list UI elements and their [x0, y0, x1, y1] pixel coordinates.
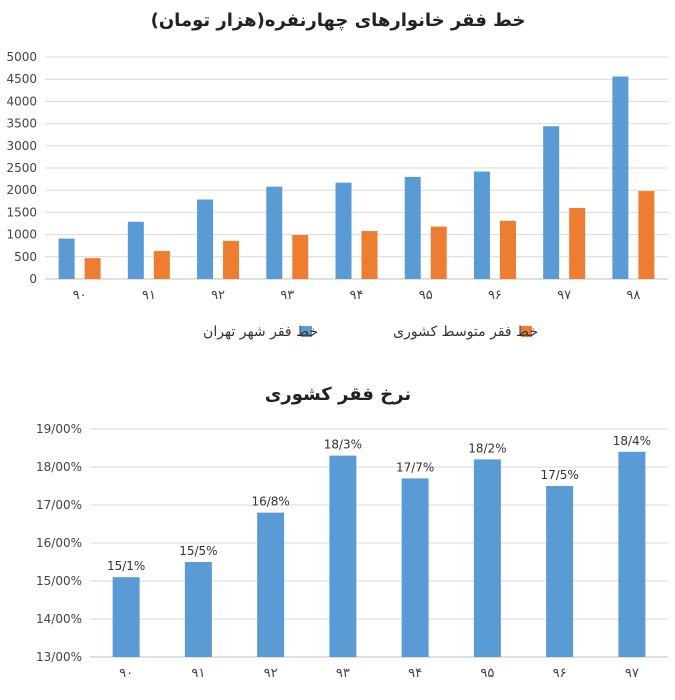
- data-label: 18/3%: [324, 438, 362, 452]
- x-tick-label: ۹۳: [280, 288, 294, 303]
- bar-series2: [430, 226, 447, 279]
- bar-series2: [361, 231, 378, 279]
- x-tick-label: ۹۸: [626, 288, 640, 303]
- legend-swatch-national: [521, 326, 532, 337]
- y-tick-label: 14/00%: [36, 612, 82, 626]
- bar-series2: [84, 258, 101, 279]
- x-tick-label: ۹۵: [480, 666, 494, 681]
- y-tick-label: 15/00%: [36, 574, 82, 588]
- data-label: 18/4%: [613, 434, 651, 448]
- data-label: 18/2%: [468, 441, 506, 455]
- bar-series1: [127, 221, 144, 279]
- bar-series1: [612, 76, 629, 279]
- x-tick-label: ۹۲: [264, 666, 278, 681]
- x-tick-label: ۹۶: [553, 666, 567, 681]
- bar-series2: [499, 220, 516, 279]
- legend-label-tehran: خط فقر شهر تهران: [203, 324, 318, 340]
- data-label: 17/7%: [396, 460, 434, 474]
- data-label: 16/8%: [251, 495, 289, 509]
- bar-series1: [473, 171, 490, 279]
- bar-series1: [473, 459, 501, 657]
- y-tick-label: 16/00%: [36, 536, 82, 550]
- x-tick-label: ۹۵: [419, 288, 433, 303]
- bar-series1: [543, 126, 560, 279]
- bar-series2: [153, 251, 170, 279]
- y-tick-label: 3500: [6, 117, 37, 131]
- y-tick-label: 5000: [6, 50, 37, 64]
- x-tick-label: ۹۲: [211, 288, 225, 303]
- y-tick-label: 1500: [6, 205, 37, 219]
- bar-series2: [292, 235, 309, 279]
- bar-series1: [257, 512, 285, 657]
- y-tick-label: 0: [29, 272, 37, 286]
- legend-swatch-tehran: [301, 326, 312, 337]
- x-tick-label: ۹۷: [625, 666, 639, 681]
- y-tick-label: 17/00%: [36, 498, 82, 512]
- data-label: 17/5%: [540, 468, 578, 482]
- data-label: 15/1%: [107, 559, 145, 573]
- bar-series1: [58, 238, 75, 279]
- bar-series1: [184, 562, 212, 657]
- x-tick-label: ۹۱: [142, 288, 156, 303]
- chart2-national-poverty-rate: 13/00% 14/00% 15/00% 16/00% 17/00% 18/00% 19/0…: [36, 422, 668, 681]
- y-tick-label: 3000: [6, 139, 37, 153]
- bar-series2: [569, 207, 586, 279]
- x-tick-label: ۹۰: [73, 288, 87, 303]
- bar-series1: [266, 186, 283, 279]
- x-tick-label: ۹۶: [488, 288, 502, 303]
- y-tick-label: 18/00%: [36, 460, 82, 474]
- bar-series1: [335, 182, 352, 279]
- bar-series1: [112, 577, 140, 657]
- x-tick-label: ۹۳: [336, 666, 350, 681]
- bar-series1: [546, 486, 574, 657]
- chart1-title: خط فقر خانوارهای چهارنفره(هزار تومان): [151, 10, 526, 31]
- data-label: 15/5%: [179, 544, 217, 558]
- x-tick-label: ۹۷: [557, 288, 571, 303]
- y-tick-label: 4500: [6, 72, 37, 86]
- bar-series1: [618, 451, 646, 657]
- x-tick-label: ۹۴: [350, 288, 364, 303]
- bar-series1: [401, 478, 429, 657]
- bar-series1: [329, 455, 357, 657]
- y-tick-label: 4000: [6, 94, 37, 108]
- bar-series2: [638, 191, 655, 279]
- y-tick-label: 2000: [6, 183, 37, 197]
- x-tick-label: ۹۱: [191, 666, 205, 681]
- x-tick-label: ۹۴: [408, 666, 422, 681]
- bar-series1: [197, 199, 214, 279]
- x-tick-label: ۹۰: [119, 666, 133, 681]
- chart1-legend: خط فقر شهر تهران خط فقر متوسط کشوری: [203, 324, 538, 340]
- bar-series2: [223, 240, 240, 279]
- y-tick-label: 2500: [6, 161, 37, 175]
- chart1-poverty-line: 0 500 1000 1500 2000 2500 3000 3500 4000 4500 5000…: [6, 50, 668, 303]
- y-tick-label: 13/00%: [36, 650, 82, 664]
- chart2-title: نرخ فقر کشوری: [265, 384, 411, 405]
- y-tick-label: 1000: [6, 228, 37, 242]
- legend-label-national: خط فقر متوسط کشوری: [393, 324, 538, 340]
- y-tick-label: 500: [14, 250, 37, 264]
- y-tick-label: 19/00%: [36, 422, 82, 436]
- bar-series1: [404, 176, 421, 279]
